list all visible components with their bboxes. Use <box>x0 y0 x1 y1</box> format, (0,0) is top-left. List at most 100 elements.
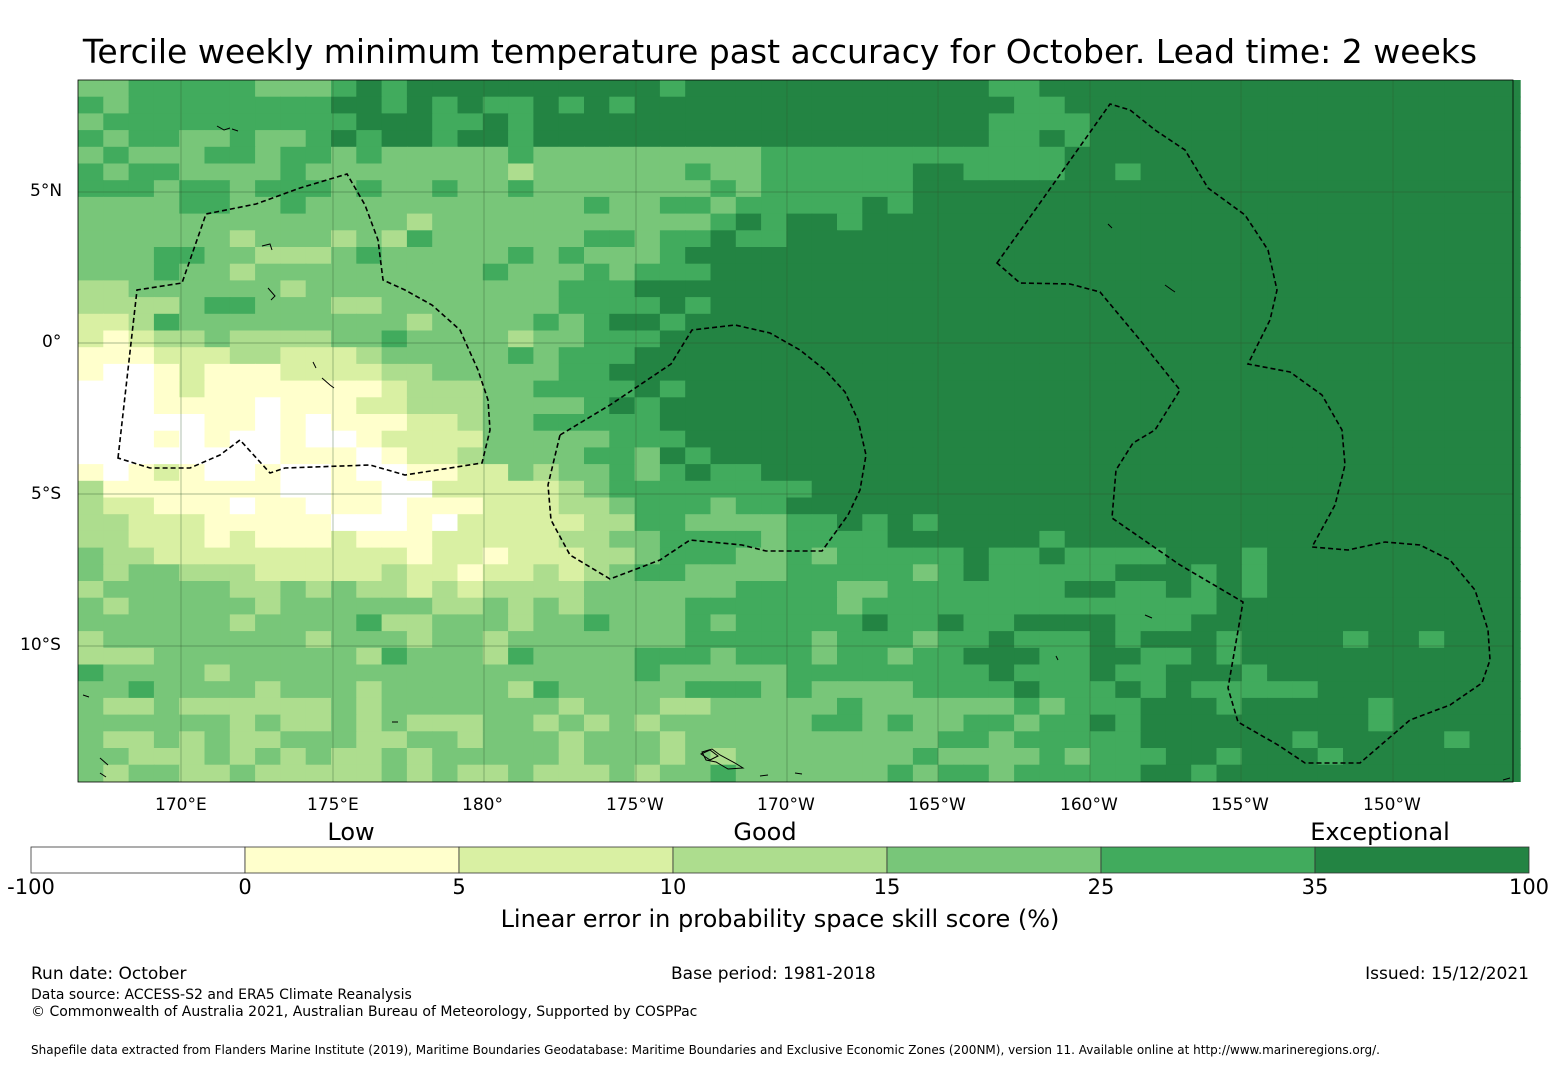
skill-cell <box>331 664 357 682</box>
skill-cell <box>508 614 534 632</box>
skill-cell <box>1368 597 1395 615</box>
skill-cell <box>1368 464 1395 482</box>
skill-cell <box>1444 163 1471 181</box>
skill-cell <box>229 363 256 382</box>
skill-cell <box>1317 280 1344 298</box>
skill-cell <box>457 146 484 165</box>
skill-cell <box>533 297 560 315</box>
skill-cell <box>128 380 155 398</box>
skill-cell <box>1165 113 1192 131</box>
skill-cell <box>305 748 332 766</box>
skill-cell <box>761 564 787 582</box>
skill-cell <box>811 96 838 114</box>
skill-cell <box>229 213 256 231</box>
skill-cell <box>634 631 661 649</box>
skill-cell <box>457 497 484 515</box>
skill-cell <box>735 430 762 448</box>
skill-cell <box>78 313 104 332</box>
skill-cell <box>710 764 737 782</box>
skill-cell <box>862 180 889 198</box>
skill-cell <box>1241 80 1268 98</box>
coastlines <box>82 125 1511 781</box>
skill-cell <box>1292 414 1319 432</box>
skill-cell <box>862 213 889 231</box>
skill-cell <box>584 96 610 114</box>
skill-cell <box>103 764 130 782</box>
skill-cell <box>432 180 459 198</box>
skill-cell <box>938 480 965 499</box>
skill-cell <box>887 130 914 148</box>
skill-cell <box>912 547 939 565</box>
skill-cell <box>1418 313 1445 332</box>
skill-cell <box>963 597 990 615</box>
skill-cell <box>735 664 762 682</box>
skill-cell <box>862 363 889 382</box>
skill-cell <box>811 414 838 432</box>
skill-cell <box>1469 180 1496 198</box>
skill-cell <box>406 163 433 181</box>
skill-cell <box>1343 297 1369 315</box>
colorbar-tick: 35 <box>1301 875 1329 899</box>
skill-cell <box>406 614 433 632</box>
skill-cell <box>659 697 686 716</box>
skill-cell <box>862 380 889 398</box>
skill-cell <box>1014 363 1040 382</box>
skill-cell <box>1444 213 1471 231</box>
skill-cell <box>533 497 560 515</box>
skill-cell <box>710 313 737 332</box>
skill-cell <box>1292 581 1319 599</box>
skill-cell <box>609 480 636 499</box>
skill-cell <box>508 564 534 582</box>
skill-cell <box>1165 764 1192 782</box>
skill-cell <box>1090 564 1116 582</box>
skill-cell <box>179 414 206 432</box>
skill-cell <box>1039 330 1066 348</box>
skill-cell <box>963 380 990 398</box>
skill-cell <box>255 196 281 215</box>
skill-cell <box>1267 196 1293 215</box>
skill-cell <box>356 363 383 382</box>
skill-cell <box>685 480 712 499</box>
skill-cell <box>988 130 1015 148</box>
skill-cell <box>1039 146 1066 165</box>
skill-cell <box>153 530 180 549</box>
skill-cell <box>786 130 813 148</box>
skill-cell <box>1292 146 1319 165</box>
skill-cell <box>786 447 813 465</box>
skill-cell <box>103 697 130 716</box>
skill-cell <box>811 163 838 181</box>
skill-cell <box>255 397 281 415</box>
skill-cell <box>204 247 231 265</box>
skill-cell <box>988 664 1015 682</box>
skill-cell <box>1267 330 1293 348</box>
skill-cell <box>1267 146 1293 165</box>
skill-cell <box>1292 647 1319 666</box>
skill-cell <box>609 380 636 398</box>
skill-cell <box>761 764 787 782</box>
skill-cell <box>634 146 661 165</box>
skill-cell <box>988 430 1015 448</box>
skill-cell <box>356 647 383 666</box>
skill-cell <box>1064 647 1091 666</box>
skill-cell <box>1090 180 1116 198</box>
skill-cell <box>735 614 762 632</box>
skill-cell <box>179 96 206 114</box>
skill-cell <box>1267 748 1293 766</box>
skill-cell <box>1444 180 1471 198</box>
skill-cell <box>710 497 737 515</box>
skill-cell <box>609 330 636 348</box>
skill-cell <box>179 180 206 198</box>
skill-cell <box>1191 280 1218 298</box>
skill-cell <box>204 414 231 432</box>
skill-cell <box>533 714 560 732</box>
skill-cell <box>811 213 838 231</box>
skill-cell <box>533 597 560 615</box>
skill-cell <box>584 196 610 215</box>
skill-cell <box>988 547 1015 565</box>
skill-cell <box>1494 497 1521 515</box>
skill-cell <box>761 497 787 515</box>
skill-cell <box>280 581 307 599</box>
skill-cell <box>1444 614 1471 632</box>
skill-cell <box>609 714 636 732</box>
skill-cell <box>179 631 206 649</box>
